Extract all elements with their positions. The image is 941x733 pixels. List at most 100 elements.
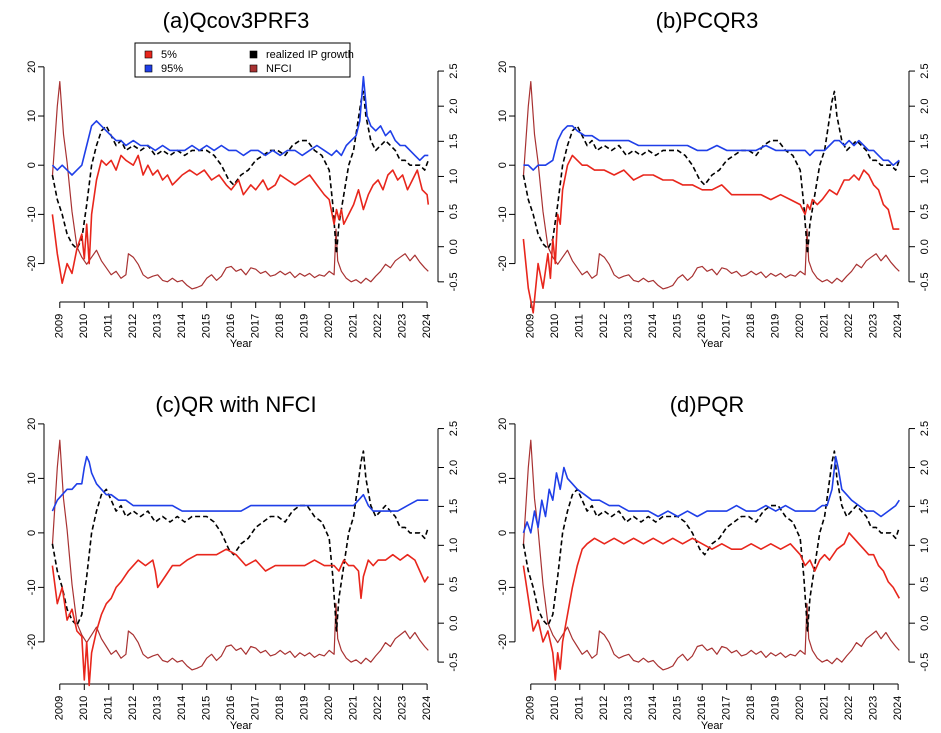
x-tick-label: 2021	[348, 314, 360, 338]
x-tick-label: 2020	[323, 696, 335, 720]
x-tick-label: 2009	[54, 696, 66, 720]
right-tick-label: 2.0	[448, 460, 460, 475]
left-tick-label: 20	[497, 61, 509, 73]
x-axis-title: Year	[230, 720, 253, 732]
x-tick-label: 2015	[201, 314, 213, 338]
left-tick-label: 0	[26, 162, 38, 168]
x-tick-label: 2010	[78, 696, 90, 720]
x-tick-label: 2021	[819, 314, 831, 338]
right-tick-label: 1.5	[448, 134, 460, 149]
series-line-nfci	[522, 439, 900, 671]
x-tick-label: 2009	[525, 314, 537, 338]
right-tick-label: 0.5	[448, 204, 460, 219]
legend-swatch	[249, 50, 258, 59]
x-tick-label: 2012	[598, 314, 610, 338]
left-tick-label: -20	[26, 634, 38, 650]
legend-label: 5%	[161, 49, 177, 61]
right-tick-label: 2.0	[448, 99, 460, 114]
legend-label: 95%	[161, 63, 183, 75]
right-tick-label: 1.5	[919, 499, 931, 514]
panel-title: (a)Qcov3PRF3	[163, 8, 310, 33]
x-axis-title: Year	[230, 338, 253, 350]
series-line-realized-ip	[51, 450, 430, 632]
x-tick-label: 2019	[299, 314, 311, 338]
series-line-5	[522, 532, 900, 681]
x-tick-label: 2022	[372, 696, 384, 720]
legend: 5% 95% realized IP growth NFCI	[134, 42, 354, 78]
right-tick-label: 2.0	[919, 99, 931, 114]
x-tick-label: 2010	[78, 314, 90, 338]
right-tick-label: 0.0	[448, 616, 460, 631]
right-tick-label: 2.5	[448, 63, 460, 78]
left-tick-label: 0	[497, 162, 509, 168]
x-tick-label: 2013	[623, 314, 635, 338]
x-tick-label: 2009	[525, 696, 537, 720]
x-tick-label: 2021	[348, 696, 360, 720]
x-tick-label: 2016	[225, 314, 237, 338]
right-tick-label: 2.5	[919, 421, 931, 436]
left-tick-label: -10	[26, 206, 38, 222]
legend-box	[134, 42, 351, 78]
left-tick-label: 10	[26, 110, 38, 122]
x-tick-label: 2013	[152, 696, 164, 720]
x-tick-label: 2011	[103, 696, 115, 720]
series-line-95	[51, 75, 429, 176]
x-tick-label: 2018	[745, 696, 757, 720]
x-tick-label: 2019	[770, 696, 782, 720]
x-tick-label: 2014	[176, 696, 188, 720]
x-tick-label: 2016	[696, 314, 708, 338]
x-tick-label: 2011	[574, 696, 586, 720]
x-tick-label: 2023	[868, 314, 880, 338]
x-tick-label: 2023	[868, 696, 880, 720]
left-tick-label: 20	[497, 418, 509, 430]
right-tick-label: 2.5	[448, 421, 460, 436]
x-tick-label: 2017	[250, 696, 262, 720]
series-line-95	[51, 455, 429, 512]
x-tick-label: 2020	[794, 314, 806, 338]
left-tick-label: 10	[26, 472, 38, 484]
panel-d: (d)PQR -20 -10 0 10 20 -0.5 0.0 0.5 1.0 1.5 2.0 2.5 2…	[497, 392, 931, 732]
left-tick-label: 0	[26, 530, 38, 536]
right-tick-label: 1.5	[919, 134, 931, 149]
right-tick-label: 0.5	[448, 577, 460, 592]
right-tick-label: 0.5	[919, 204, 931, 219]
left-tick-label: -10	[26, 579, 38, 595]
x-tick-label: 2010	[549, 314, 561, 338]
x-tick-label: 2011	[574, 314, 586, 338]
x-tick-label: 2024	[892, 696, 904, 720]
right-tick-label: 2.5	[919, 63, 931, 78]
right-tick-label: 1.0	[919, 169, 931, 184]
right-tick-label: -0.5	[448, 272, 460, 291]
right-tick-label: 1.0	[448, 538, 460, 553]
x-tick-label: 2016	[696, 696, 708, 720]
x-tick-label: 2019	[299, 696, 311, 720]
right-tick-label: 0.0	[919, 239, 931, 254]
right-tick-label: 1.5	[448, 499, 460, 514]
x-tick-label: 2014	[647, 314, 659, 338]
series-line-5	[51, 548, 429, 687]
left-tick-label: 20	[26, 61, 38, 73]
x-tick-label: 2018	[745, 314, 757, 338]
left-tick-label: -20	[26, 256, 38, 272]
x-tick-label: 2015	[672, 696, 684, 720]
right-tick-label: 0.0	[448, 239, 460, 254]
x-tick-label: 2023	[397, 696, 409, 720]
x-tick-label: 2013	[152, 314, 164, 338]
x-tick-label: 2024	[421, 696, 433, 720]
series-line-5	[51, 154, 430, 284]
right-tick-label: 2.0	[919, 460, 931, 475]
x-tick-label: 2023	[397, 314, 409, 338]
series-line-realized-ip	[522, 90, 901, 255]
x-tick-label: 2011	[103, 314, 115, 338]
x-tick-label: 2014	[176, 314, 188, 338]
right-tick-label: 0.0	[919, 616, 931, 631]
right-tick-label: -0.5	[448, 653, 460, 672]
left-tick-label: -20	[497, 256, 509, 272]
series-line-nfci	[522, 81, 900, 290]
left-tick-label: 10	[497, 472, 509, 484]
x-tick-label: 2020	[323, 314, 335, 338]
panel-c: (c)QR with NFCI -20 -10 0 10 20 -0.5 0.0 0.5 1.0 1…	[26, 392, 460, 732]
legend-label: NFCI	[266, 63, 292, 75]
left-tick-label: -10	[497, 206, 509, 222]
